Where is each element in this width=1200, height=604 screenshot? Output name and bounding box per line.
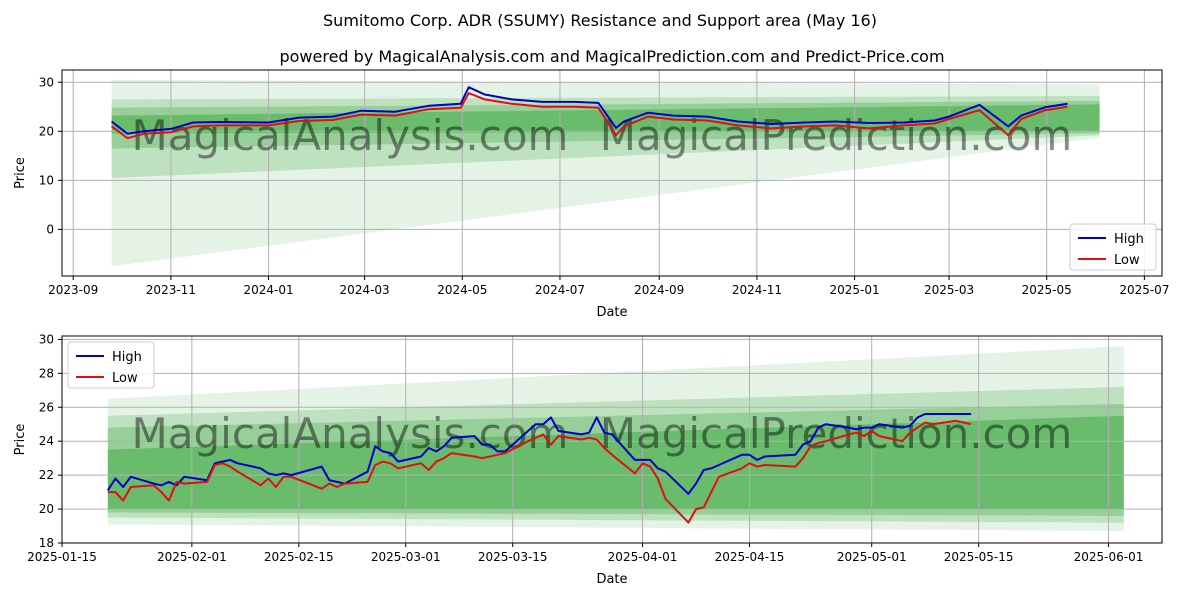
series-line-high <box>106 413 971 495</box>
y-axis: 0 10 20 30 <box>39 75 62 236</box>
series-line-low <box>107 419 972 524</box>
x-tick-label: 2025-01-15 <box>27 550 97 564</box>
legend-label-low: Low <box>112 371 138 386</box>
chart-title: Sumitomo Corp. ADR (SSUMY) Resistance an… <box>323 11 877 30</box>
y-tick-label: 24 <box>39 434 54 448</box>
x-tick-label: 2023-11 <box>146 283 196 297</box>
x-tick-label: 2025-07 <box>1119 283 1169 297</box>
legend-label-high: High <box>112 350 142 365</box>
chart-subtitle: powered by MagicalAnalysis.com and Magic… <box>279 47 944 66</box>
x-tick-label: 2025-03-01 <box>371 550 441 564</box>
axes-frame <box>61 335 1163 544</box>
legend-box <box>67 341 155 389</box>
watermark-text: MagicalPrediction.com <box>600 409 1073 458</box>
x-tick-label: 2025-05-15 <box>944 550 1014 564</box>
x-tick-label: 2025-03-15 <box>478 550 548 564</box>
x-tick-label: 2024-11 <box>732 283 782 297</box>
x-axis: 2025-01-15 2025-02-01 2025-02-15 2025-03-01… <box>27 543 1143 564</box>
series-line-low <box>111 92 1068 140</box>
y-tick-label: 28 <box>39 366 54 380</box>
bottom-chart: MagicalAnalysis.com MagicalPrediction.com… <box>13 332 1163 587</box>
x-tick-label: 2025-04-15 <box>715 550 785 564</box>
x-tick-label: 2025-06-01 <box>1074 550 1144 564</box>
x-tick-label: 2023-09 <box>48 283 98 297</box>
legend: High Low <box>67 341 155 389</box>
y-tick-label: 0 <box>46 222 54 236</box>
top-chart: MagicalAnalysis.com MagicalPrediction.com… <box>13 69 1169 320</box>
watermark-text: MagicalAnalysis.com <box>132 111 569 160</box>
legend: High Low <box>1069 223 1157 271</box>
axes-frame <box>61 69 1163 277</box>
x-tick-label: 2025-01 <box>830 283 880 297</box>
prediction-bands <box>111 79 1100 267</box>
band-3 <box>107 415 1124 510</box>
y-axis-label: Price <box>13 157 28 189</box>
x-tick-label: 2025-03 <box>924 283 974 297</box>
x-tick-label: 2024-09 <box>634 283 684 297</box>
legend-box <box>1069 223 1157 271</box>
x-tick-label: 2025-02-15 <box>264 550 334 564</box>
y-tick-label: 26 <box>39 400 54 414</box>
y-tick-label: 10 <box>39 173 54 187</box>
y-tick-label: 20 <box>39 502 54 516</box>
legend-label-low: Low <box>1114 253 1140 268</box>
y-axis: 18 20 22 24 26 28 30 <box>39 332 62 550</box>
y-tick-label: 22 <box>39 468 54 482</box>
legend-label-high: High <box>1114 232 1144 247</box>
x-tick-label: 2024-03 <box>340 283 390 297</box>
x-tick-label: 2025-05 <box>1022 283 1072 297</box>
y-tick-label: 30 <box>39 75 54 89</box>
y-tick-label: 20 <box>39 124 54 138</box>
x-axis: 2023-09 2023-11 2024-01 2024-03 2024-05 2024-… <box>48 276 1169 297</box>
x-tick-label: 2024-05 <box>437 283 487 297</box>
x-tick-label: 2025-02-01 <box>157 550 227 564</box>
prediction-bands <box>107 346 1124 532</box>
x-axis-label: Date <box>596 572 627 587</box>
x-tick-label: 2024-01 <box>243 283 293 297</box>
x-tick-label: 2025-04-01 <box>608 550 678 564</box>
x-tick-label: 2024-07 <box>535 283 585 297</box>
y-axis-label: Price <box>13 424 28 456</box>
y-tick-label: 18 <box>39 536 54 550</box>
x-axis-label: Date <box>596 305 627 320</box>
series-line-high <box>110 86 1068 135</box>
y-tick-label: 30 <box>39 332 54 346</box>
x-tick-label: 2025-05-01 <box>837 550 907 564</box>
